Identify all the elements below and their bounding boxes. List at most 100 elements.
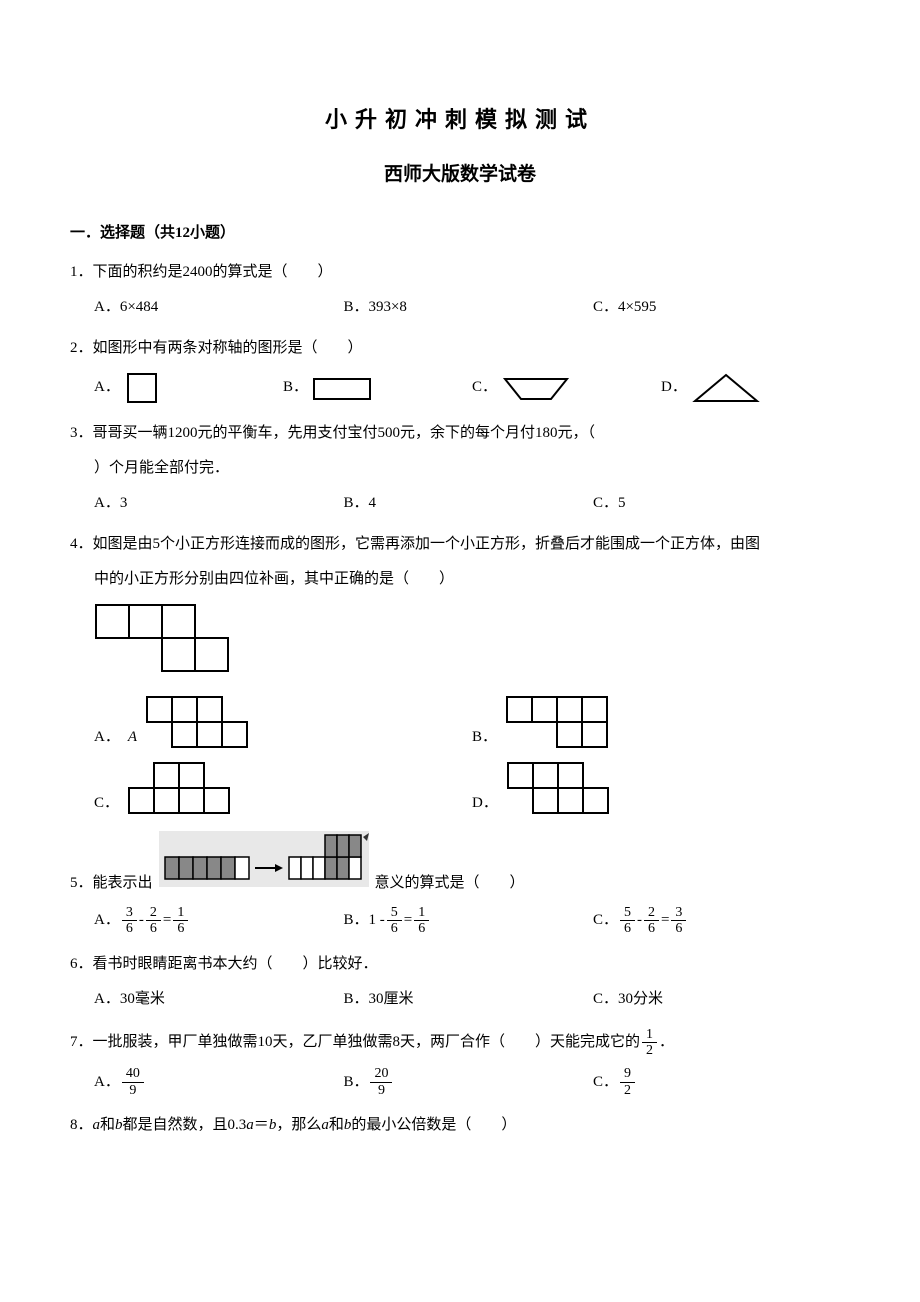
q5-b-label: B．1 - <box>343 907 384 934</box>
question-2: 2．如图形中有两条对称轴的图形是（ ） A． B． C． D． <box>70 335 850 406</box>
equals-sign: = <box>163 907 171 934</box>
q4-d-label: D． <box>472 790 498 817</box>
q8-text: 8．a和b都是自然数，且0.3a＝b，那么a和b的最小公倍数是（ ） <box>70 1112 850 1139</box>
q1-text: 1．下面的积约是2400的算式是（ ） <box>70 259 850 286</box>
q8-text-content: 8．a和b都是自然数，且0.3a＝b，那么a和b的最小公倍数是（ ） <box>70 1117 516 1133</box>
q6-opt-c: C．30分米 <box>593 986 842 1013</box>
q4-a-label: A． <box>94 724 120 751</box>
question-4: 4．如图是由5个小正方形连接而成的图形，它需再添加一个小正方形，折叠后才能围成一… <box>70 531 850 817</box>
q4-b-label: B． <box>472 724 497 751</box>
q3-opt-b: B．4 <box>343 490 592 517</box>
q5-post: 意义的算式是（ ） <box>375 870 525 897</box>
q4-row1: A． A B． <box>94 695 850 751</box>
q1-opt-b: B．393×8 <box>343 294 592 321</box>
frac-3-6c: 36 <box>671 905 686 937</box>
q1-opt-a: A．6×484 <box>94 294 343 321</box>
q4-main-figure <box>94 603 850 685</box>
q4-a-italic: A <box>128 724 137 751</box>
q4-line1: 4．如图是由5个小正方形连接而成的图形，它需再添加一个小正方形，折叠后才能围成一… <box>70 531 850 558</box>
frac-1-6b: 16 <box>414 905 429 937</box>
q3-line2: ）个月能全部付完． <box>94 455 850 482</box>
q4-opt-b: B． <box>472 695 850 751</box>
pentomino-d-icon <box>506 761 616 817</box>
q4-opt-d: D． <box>472 761 850 817</box>
pentomino-main-icon <box>94 603 234 675</box>
frac-2-6c: 26 <box>644 905 659 937</box>
q5-pre: 5．能表示出 <box>70 870 153 897</box>
q7-opt-a: A． 409 <box>94 1066 343 1098</box>
q2-options: A． B． C． D． <box>94 370 850 406</box>
frac-1-6: 16 <box>173 905 188 937</box>
section-heading: 一．选择题（共12小题） <box>70 220 850 247</box>
q2-text: 2．如图形中有两条对称轴的图形是（ ） <box>70 335 850 362</box>
q6-opt-a: A．30毫米 <box>94 986 343 1013</box>
equals-sign: = <box>661 907 669 934</box>
q4-c-label: C． <box>94 790 119 817</box>
equals-sign: = <box>404 907 412 934</box>
q1-options: A．6×484 B．393×8 C．4×595 <box>94 294 850 321</box>
q5-text: 5．能表示出 <box>70 831 850 897</box>
fraction-bars-icon <box>159 831 369 887</box>
frac-20-9: 209 <box>370 1066 392 1098</box>
q2-opt-b: B． <box>283 370 472 406</box>
q7-b-label: B． <box>343 1069 368 1096</box>
q2-opt-c: C． <box>472 370 661 406</box>
minus-sign: - <box>139 907 144 934</box>
q3-opt-a: A．3 <box>94 490 343 517</box>
minus-sign: - <box>637 907 642 934</box>
q2-a-label: A． <box>94 374 120 401</box>
q2-opt-a: A． <box>94 370 283 406</box>
q7-opt-b: B． 209 <box>343 1066 592 1098</box>
frac-3-6: 36 <box>122 905 137 937</box>
q7-options: A． 409 B． 209 C． 92 <box>94 1066 850 1098</box>
q2-c-label: C． <box>472 374 497 401</box>
main-title: 小升初冲刺模拟测试 <box>70 100 850 140</box>
q6-text: 6．看书时眼睛距离书本大约（ ）比较好． <box>70 951 850 978</box>
q3-line1: 3．哥哥买一辆1200元的平衡车，先用支付宝付500元，余下的每个月付180元，… <box>70 420 850 447</box>
frac-5-6: 56 <box>387 905 402 937</box>
q5-a-label: A． <box>94 907 120 934</box>
q4-opt-a: A． A <box>94 695 472 751</box>
q7-text: 7．一批服装，甲厂单独做需10天，乙厂单独做需8天，两厂合作（ ）天能完成它的 … <box>70 1027 674 1059</box>
q5-opt-c: C． 56 - 26 = 36 <box>593 905 842 937</box>
q3-opt-c: C．5 <box>593 490 842 517</box>
frac-5-6c: 56 <box>620 905 635 937</box>
q7-pre: 7．一批服装，甲厂单独做需10天，乙厂单独做需8天，两厂合作（ ）天能完成它的 <box>70 1029 640 1056</box>
q4-line2: 中的小正方形分别由四位补画，其中正确的是（ ） <box>94 566 850 593</box>
question-8: 8．a和b都是自然数，且0.3a＝b，那么a和b的最小公倍数是（ ） <box>70 1112 850 1139</box>
question-5: 5．能表示出 <box>70 831 850 937</box>
frac-40-9: 409 <box>122 1066 144 1098</box>
q2-b-label: B． <box>283 374 308 401</box>
question-1: 1．下面的积约是2400的算式是（ ） A．6×484 B．393×8 C．4×… <box>70 259 850 321</box>
frac-9-2: 92 <box>620 1066 635 1098</box>
q6-opt-b: B．30厘米 <box>343 986 592 1013</box>
q7-post: ． <box>659 1029 674 1056</box>
question-7: 7．一批服装，甲厂单独做需10天，乙厂单独做需8天，两厂合作（ ）天能完成它的 … <box>70 1027 850 1099</box>
q7-opt-c: C． 92 <box>593 1066 842 1098</box>
frac-2-6: 26 <box>146 905 161 937</box>
q5-opt-a: A． 36 - 26 = 16 <box>94 905 343 937</box>
question-6: 6．看书时眼睛距离书本大约（ ）比较好． A．30毫米 B．30厘米 C．30分… <box>70 951 850 1013</box>
pentomino-a-icon <box>145 695 255 751</box>
q7-a-label: A． <box>94 1069 120 1096</box>
frac-1-2: 12 <box>642 1027 657 1059</box>
q7-c-label: C． <box>593 1069 618 1096</box>
square-icon <box>124 370 160 406</box>
pentomino-b-icon <box>505 695 615 751</box>
q5-figure <box>159 831 369 897</box>
q5-opt-b: B．1 - 56 = 16 <box>343 905 592 937</box>
q1-opt-c: C．4×595 <box>593 294 842 321</box>
q4-opt-c: C． <box>94 761 472 817</box>
q3-options: A．3 B．4 C．5 <box>94 490 850 517</box>
rectangle-icon <box>312 373 372 403</box>
q2-d-label: D． <box>661 374 687 401</box>
triangle-icon <box>691 371 761 405</box>
q2-opt-d: D． <box>661 370 850 406</box>
q4-row2: C． D． <box>94 761 850 817</box>
question-3: 3．哥哥买一辆1200元的平衡车，先用支付宝付500元，余下的每个月付180元，… <box>70 420 850 517</box>
pentomino-c-icon <box>127 761 237 817</box>
subtitle: 西师大版数学试卷 <box>70 158 850 192</box>
q6-options: A．30毫米 B．30厘米 C．30分米 <box>94 986 850 1013</box>
trapezoid-icon <box>501 373 571 403</box>
q5-c-label: C． <box>593 907 618 934</box>
